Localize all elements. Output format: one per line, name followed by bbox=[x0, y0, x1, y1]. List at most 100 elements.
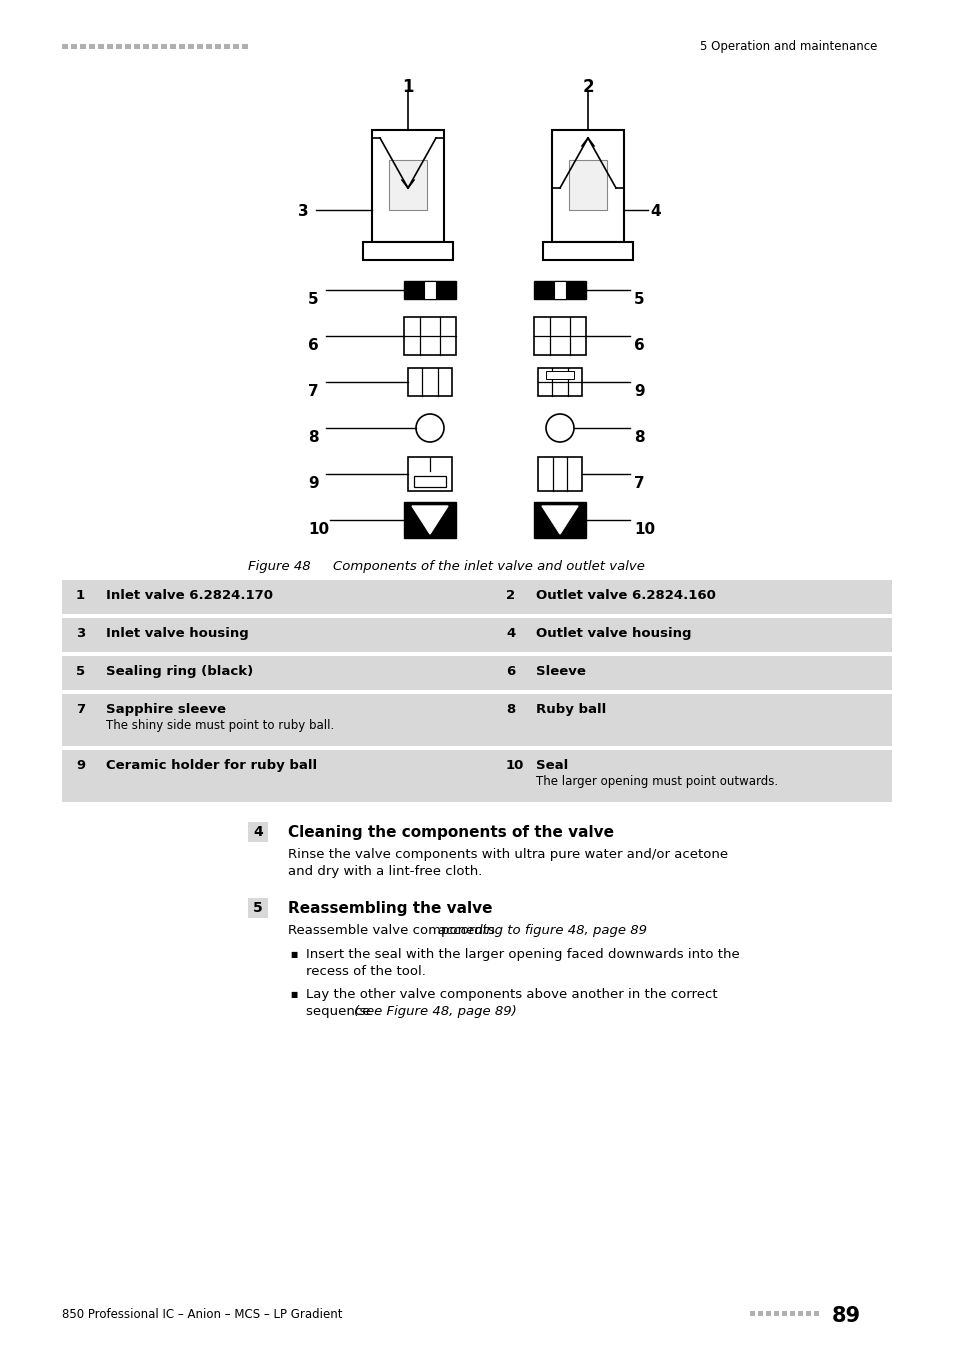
Bar bbox=[188, 45, 193, 49]
Text: 8: 8 bbox=[634, 431, 644, 446]
Text: 2: 2 bbox=[581, 78, 593, 96]
Bar bbox=[408, 369, 452, 396]
Text: 4: 4 bbox=[649, 204, 659, 219]
Bar bbox=[537, 369, 581, 396]
Bar bbox=[805, 1311, 810, 1316]
Polygon shape bbox=[541, 506, 578, 535]
Bar bbox=[143, 45, 149, 49]
Bar bbox=[545, 371, 574, 379]
Bar bbox=[758, 1311, 762, 1316]
Text: 7: 7 bbox=[76, 703, 85, 716]
Bar bbox=[568, 161, 606, 211]
Text: 8: 8 bbox=[308, 431, 318, 446]
Bar bbox=[534, 502, 585, 539]
Text: ■: ■ bbox=[290, 990, 297, 999]
Text: 4: 4 bbox=[253, 825, 263, 838]
Bar bbox=[492, 751, 891, 802]
Text: Seal: Seal bbox=[536, 759, 568, 772]
Bar bbox=[62, 694, 492, 747]
Text: Lay the other valve components above another in the correct: Lay the other valve components above ano… bbox=[306, 988, 717, 1000]
Text: 4: 4 bbox=[505, 626, 515, 640]
Text: Figure 48: Figure 48 bbox=[248, 560, 311, 572]
Bar bbox=[423, 281, 436, 298]
Text: Components of the inlet valve and outlet valve: Components of the inlet valve and outlet… bbox=[315, 560, 644, 572]
Bar bbox=[233, 45, 239, 49]
Bar bbox=[414, 477, 446, 487]
Bar bbox=[534, 317, 585, 355]
Text: 5: 5 bbox=[308, 292, 318, 306]
Bar bbox=[248, 898, 268, 918]
Bar bbox=[214, 45, 221, 49]
Text: Sapphire sleeve: Sapphire sleeve bbox=[106, 703, 226, 716]
Text: Outlet valve housing: Outlet valve housing bbox=[536, 626, 691, 640]
Text: Inlet valve housing: Inlet valve housing bbox=[106, 626, 249, 640]
Bar bbox=[372, 130, 443, 242]
Bar bbox=[363, 242, 453, 261]
Bar bbox=[797, 1311, 802, 1316]
Bar bbox=[98, 45, 104, 49]
Text: Sleeve: Sleeve bbox=[536, 666, 585, 678]
Bar bbox=[62, 45, 68, 49]
Text: 3: 3 bbox=[297, 204, 309, 219]
Bar bbox=[196, 45, 203, 49]
Bar bbox=[116, 45, 122, 49]
Text: 1: 1 bbox=[76, 589, 85, 602]
Text: 8: 8 bbox=[505, 703, 515, 716]
Text: 89: 89 bbox=[831, 1305, 861, 1326]
Text: Outlet valve 6.2824.160: Outlet valve 6.2824.160 bbox=[536, 589, 715, 602]
Text: Reassemble valve components: Reassemble valve components bbox=[288, 923, 498, 937]
Text: .: . bbox=[476, 1004, 480, 1018]
Bar bbox=[248, 822, 268, 842]
Bar bbox=[125, 45, 131, 49]
Text: 2: 2 bbox=[505, 589, 515, 602]
Text: 7: 7 bbox=[308, 383, 318, 400]
Text: 6: 6 bbox=[505, 666, 515, 678]
Bar bbox=[403, 317, 456, 355]
Text: Reassembling the valve: Reassembling the valve bbox=[288, 900, 492, 917]
Text: Ceramic holder for ruby ball: Ceramic holder for ruby ball bbox=[106, 759, 316, 772]
Text: Rinse the valve components with ultra pure water and/or acetone: Rinse the valve components with ultra pu… bbox=[288, 848, 727, 861]
Bar bbox=[403, 502, 456, 539]
Text: 7: 7 bbox=[634, 477, 644, 491]
Bar bbox=[170, 45, 175, 49]
Bar bbox=[62, 751, 492, 802]
Text: Ruby ball: Ruby ball bbox=[536, 703, 605, 716]
Text: recess of the tool.: recess of the tool. bbox=[306, 965, 425, 977]
Bar bbox=[62, 656, 492, 690]
Bar bbox=[492, 618, 891, 652]
Bar bbox=[242, 45, 248, 49]
Bar bbox=[89, 45, 95, 49]
Bar bbox=[552, 130, 623, 242]
Bar bbox=[492, 580, 891, 614]
Bar bbox=[152, 45, 158, 49]
Text: 9: 9 bbox=[634, 383, 644, 400]
Bar bbox=[492, 656, 891, 690]
Text: 850 Professional IC – Anion – MCS – LP Gradient: 850 Professional IC – Anion – MCS – LP G… bbox=[62, 1308, 342, 1322]
Bar bbox=[813, 1311, 818, 1316]
Bar bbox=[765, 1311, 770, 1316]
Bar bbox=[773, 1311, 779, 1316]
Text: 9: 9 bbox=[76, 759, 85, 772]
Bar bbox=[62, 618, 492, 652]
Bar bbox=[408, 458, 452, 491]
Text: 5: 5 bbox=[76, 666, 85, 678]
Text: 10: 10 bbox=[505, 759, 524, 772]
Text: Sealing ring (black): Sealing ring (black) bbox=[106, 666, 253, 678]
Text: 6: 6 bbox=[308, 338, 318, 352]
Bar bbox=[403, 281, 456, 298]
Bar bbox=[554, 281, 565, 298]
Text: Inlet valve 6.2824.170: Inlet valve 6.2824.170 bbox=[106, 589, 273, 602]
Text: The shiny side must point to ruby ball.: The shiny side must point to ruby ball. bbox=[106, 720, 334, 732]
Text: sequence: sequence bbox=[306, 1004, 375, 1018]
Bar bbox=[537, 458, 581, 491]
Text: (see Figure 48, page 89): (see Figure 48, page 89) bbox=[354, 1004, 517, 1018]
Text: 3: 3 bbox=[76, 626, 85, 640]
Text: .: . bbox=[596, 923, 599, 937]
Bar bbox=[492, 694, 891, 747]
Text: 5: 5 bbox=[634, 292, 644, 306]
Bar bbox=[224, 45, 230, 49]
Bar bbox=[534, 281, 585, 298]
Text: according to figure 48, page 89: according to figure 48, page 89 bbox=[437, 923, 646, 937]
Bar bbox=[749, 1311, 754, 1316]
Text: Insert the seal with the larger opening faced downwards into the: Insert the seal with the larger opening … bbox=[306, 948, 739, 961]
